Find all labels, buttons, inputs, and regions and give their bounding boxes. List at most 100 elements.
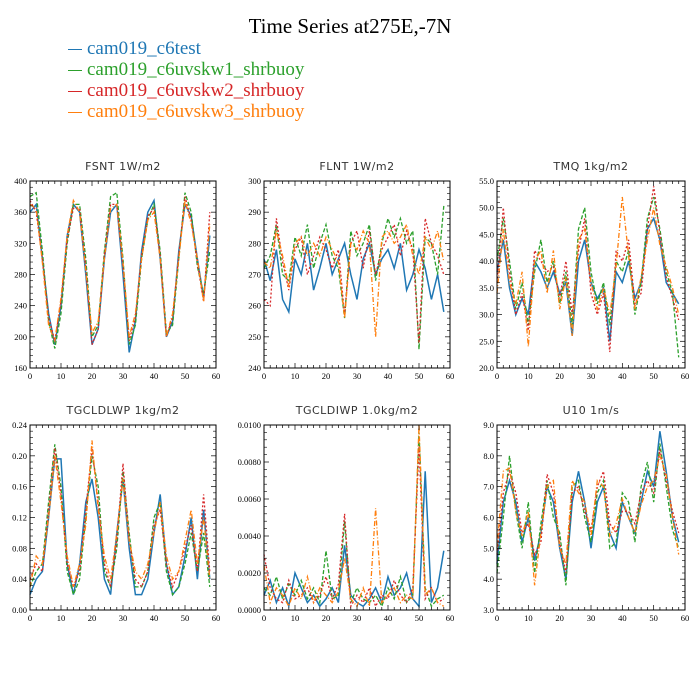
- chart-panel-5: TGCLDIWP 1.0kg/m2 0 10 20 30 40 50 60 0.0000 0.00…: [238, 404, 455, 623]
- series-line-1: [496, 216, 680, 342]
- x-tick-label: 60: [212, 613, 221, 623]
- series-line-3: [263, 218, 445, 344]
- x-tick-label: 40: [618, 371, 627, 381]
- x-tick-label: 50: [649, 613, 658, 623]
- legend-label: cam019_c6test: [87, 38, 201, 59]
- chart-panel-2: FLNT 1W/m2 0 10 20 30 40 50 60 240 250 260 270 280 29…: [248, 160, 454, 381]
- series-line-4: [496, 453, 680, 586]
- x-tick-label: 40: [618, 613, 627, 623]
- x-tick-label: 60: [681, 371, 690, 381]
- y-tick-label: 240: [14, 301, 27, 311]
- x-tick-label: 10: [524, 613, 533, 623]
- series-line-4: [263, 222, 445, 337]
- x-tick-label: 10: [291, 613, 300, 623]
- legend-label: cam019_c6uvskw1_shrbuoy: [87, 59, 305, 80]
- y-tick-label: 270: [248, 270, 261, 280]
- legend-label: cam019_c6uvskw2_shrbuoy: [87, 80, 305, 101]
- y-tick-label: 3.0: [483, 605, 494, 615]
- x-tick-label: 20: [88, 371, 97, 381]
- y-tick-label: 0.00: [12, 605, 27, 615]
- x-tick-label: 10: [291, 371, 300, 381]
- y-tick-label: 55.0: [479, 176, 494, 186]
- panel-title: U10 1m/s: [563, 404, 620, 417]
- y-tick-label: 280: [248, 238, 261, 248]
- x-tick-label: 10: [57, 613, 66, 623]
- legend-label: cam019_c6uvskw3_shrbuoy: [87, 101, 305, 122]
- plot-frame: [263, 180, 451, 369]
- y-tick-label: 0.0060: [238, 494, 261, 504]
- legend-item-c6test: cam019_c6test: [68, 38, 304, 59]
- x-tick-label: 30: [119, 613, 128, 623]
- series-line-4: [263, 424, 445, 608]
- y-tick-label: 8.0: [483, 451, 494, 461]
- chart-panel-3: TMQ 1kg/m2 0 10 20 30 40 50 60 20.0 25.0 30.0 35.0 4…: [479, 160, 689, 381]
- panel-title: TGCLDLWP 1kg/m2: [66, 404, 180, 417]
- plot-frame: [29, 424, 217, 611]
- legend: cam019_c6test cam019_c6uvskw1_shrbuoy ca…: [68, 38, 304, 122]
- x-tick-label: 30: [119, 371, 128, 381]
- legend-item-c6uvskw1: cam019_c6uvskw1_shrbuoy: [68, 59, 304, 80]
- legend-line-swatch: [68, 70, 82, 72]
- x-tick-label: 0: [262, 613, 266, 623]
- x-tick-label: 20: [555, 371, 564, 381]
- legend-line-swatch: [68, 112, 82, 114]
- x-tick-label: 30: [587, 613, 596, 623]
- series-line-2: [496, 443, 680, 586]
- y-tick-label: 0.08: [12, 543, 27, 553]
- x-tick-label: 30: [353, 613, 362, 623]
- x-tick-label: 60: [681, 613, 690, 623]
- series-line-3: [496, 186, 680, 353]
- legend-item-c6uvskw2: cam019_c6uvskw2_shrbuoy: [68, 80, 304, 101]
- x-tick-label: 40: [384, 371, 393, 381]
- series-line-1: [263, 471, 445, 610]
- x-tick-label: 60: [446, 613, 455, 623]
- y-tick-label: 0.12: [12, 513, 27, 523]
- y-tick-label: 160: [14, 363, 27, 373]
- y-tick-label: 360: [14, 207, 27, 217]
- y-tick-label: 400: [14, 176, 27, 186]
- y-tick-label: 0.04: [12, 574, 28, 584]
- y-tick-label: 280: [14, 270, 27, 280]
- y-tick-label: 0.0000: [238, 605, 261, 615]
- x-tick-label: 20: [88, 613, 97, 623]
- x-tick-label: 50: [181, 613, 190, 623]
- x-tick-label: 10: [57, 371, 66, 381]
- y-tick-label: 20.0: [479, 363, 494, 373]
- y-tick-label: 35.0: [479, 283, 494, 293]
- chart-panel-4: TGCLDLWP 1kg/m2 0 10 20 30 40 50 60 0.00 0.04 0.08…: [12, 404, 220, 623]
- x-tick-label: 20: [322, 371, 331, 381]
- y-tick-label: 30.0: [479, 310, 494, 320]
- y-tick-label: 40.0: [479, 256, 494, 266]
- y-tick-label: 240: [248, 363, 261, 373]
- y-tick-label: 320: [14, 238, 27, 248]
- series-line-2: [263, 205, 445, 350]
- x-tick-label: 0: [28, 613, 32, 623]
- y-tick-label: 45.0: [479, 229, 494, 239]
- y-tick-label: 7.0: [483, 482, 494, 492]
- x-tick-label: 50: [415, 613, 424, 623]
- y-tick-label: 0.0080: [238, 457, 261, 467]
- x-tick-label: 0: [495, 371, 499, 381]
- x-tick-label: 0: [495, 613, 499, 623]
- x-tick-label: 50: [181, 371, 190, 381]
- x-tick-label: 30: [587, 371, 596, 381]
- x-tick-label: 10: [524, 371, 533, 381]
- series-line-2: [263, 432, 445, 608]
- y-tick-label: 0.20: [12, 451, 27, 461]
- x-tick-label: 20: [322, 613, 331, 623]
- y-tick-label: 6.0: [483, 513, 494, 523]
- series-line-4: [29, 198, 211, 344]
- y-tick-label: 50.0: [479, 203, 494, 213]
- legend-item-c6uvskw3: cam019_c6uvskw3_shrbuoy: [68, 101, 304, 122]
- y-tick-label: 25.0: [479, 336, 494, 346]
- y-tick-label: 4.0: [483, 574, 494, 584]
- y-tick-label: 0.0020: [238, 568, 261, 578]
- y-tick-label: 0.0100: [238, 420, 261, 430]
- x-tick-label: 20: [555, 613, 564, 623]
- legend-line-swatch: [68, 91, 82, 93]
- x-tick-label: 0: [262, 371, 266, 381]
- y-tick-label: 0.24: [12, 420, 28, 430]
- series-line-2: [496, 196, 680, 358]
- chart-panel-1: FSNT 1W/m2 0 10 20 30 40 50 60 160 200 240 280 320 36…: [14, 160, 220, 381]
